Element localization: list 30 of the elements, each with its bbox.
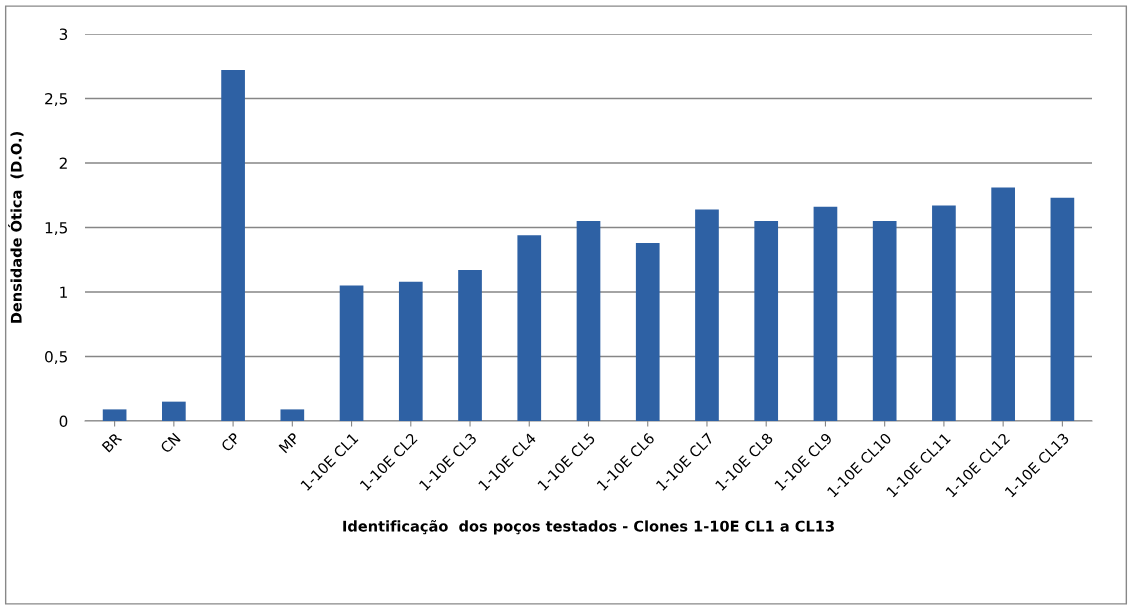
y-tick-label: 3 — [59, 28, 68, 41]
bar — [517, 235, 542, 421]
bar — [991, 187, 1015, 421]
bar — [576, 221, 601, 421]
y-tick-label: 1,5 — [45, 222, 67, 236]
y-tick-label: 1 — [60, 286, 67, 298]
bar — [162, 401, 186, 421]
x-tick-label: BR — [101, 432, 123, 453]
y-tick-label: 0 — [59, 415, 68, 428]
bar — [221, 70, 245, 421]
y-tick-label: 2,5 — [45, 92, 67, 107]
bar — [280, 409, 305, 421]
bar — [695, 209, 719, 421]
x-tick-label: MP — [278, 432, 300, 454]
y-tick-label: 2 — [59, 157, 67, 169]
bar — [102, 409, 127, 421]
bar — [813, 206, 838, 421]
x-tick-label: CP — [220, 431, 241, 453]
bar — [754, 221, 779, 421]
bar — [1050, 197, 1075, 421]
bar — [339, 285, 364, 421]
x-axis-title: Identificação dos poços testados - Clones 1-10E CL1 a CL13 — [343, 520, 834, 535]
y-axis-title: Densidade Ótica (D.O.) — [8, 132, 24, 323]
y-tick-label: 0,5 — [45, 350, 67, 365]
x-tick-label: CN — [159, 432, 181, 454]
bar — [458, 270, 482, 421]
bar — [872, 221, 897, 421]
bar — [398, 281, 423, 421]
bar — [932, 205, 956, 421]
bar — [635, 242, 660, 421]
